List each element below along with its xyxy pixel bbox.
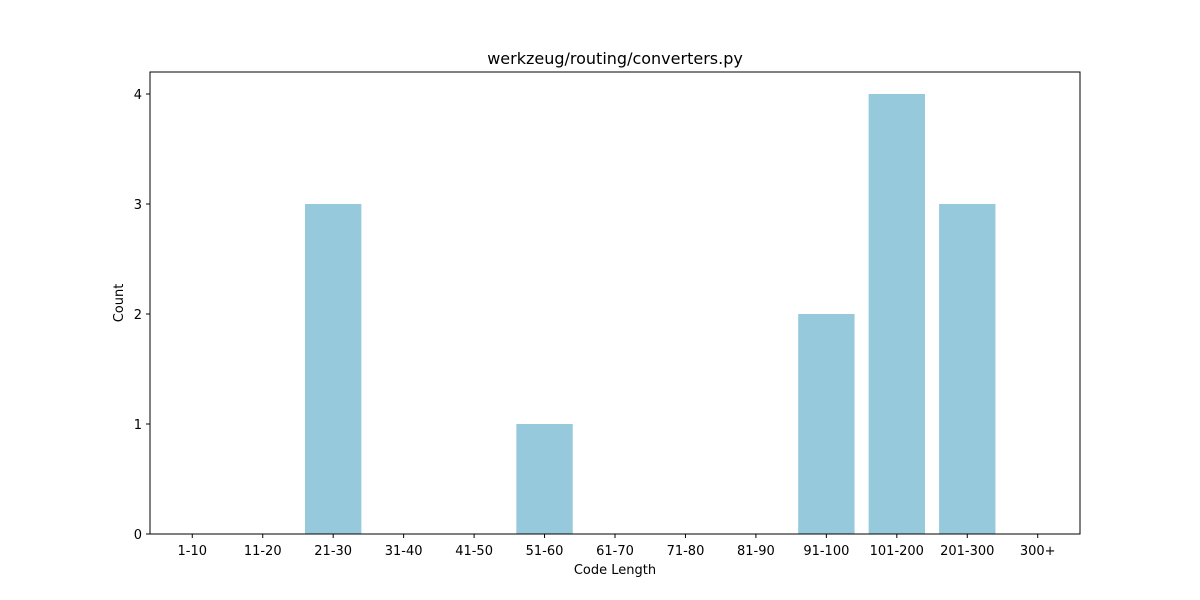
chart-title: werkzeug/routing/converters.py xyxy=(487,49,743,68)
x-axis-label: Code Length xyxy=(574,563,656,578)
y-axis-label: Count xyxy=(112,284,127,323)
y-tick-label: 1 xyxy=(134,418,142,433)
y-tick-label: 0 xyxy=(134,528,142,543)
x-tick-label: 201-300 xyxy=(940,544,994,559)
x-tick-label: 81-90 xyxy=(737,544,775,559)
x-tick-label: 71-80 xyxy=(667,544,705,559)
x-axis: 1-10 11-20 21-30 31-40 41-50 51-60 61-70 71-80 8… xyxy=(178,534,1056,559)
x-tick-label: 11-20 xyxy=(244,544,282,559)
x-tick-label: 91-100 xyxy=(803,544,849,559)
bar-51-60 xyxy=(516,424,573,534)
bars-group xyxy=(305,94,996,534)
x-tick-label: 31-40 xyxy=(385,544,423,559)
x-tick-label: 61-70 xyxy=(596,544,634,559)
x-tick-label: 21-30 xyxy=(314,544,352,559)
y-tick-label: 2 xyxy=(134,308,142,323)
bar-201-300 xyxy=(939,204,996,534)
x-tick-label: 101-200 xyxy=(870,544,924,559)
y-tick-label: 3 xyxy=(134,198,142,213)
x-tick-label: 51-60 xyxy=(526,544,564,559)
bar-21-30 xyxy=(305,204,362,534)
y-axis: 0 1 2 3 4 xyxy=(134,88,150,543)
bar-101-200 xyxy=(868,94,925,534)
bar-91-100 xyxy=(798,314,855,534)
x-tick-label: 1-10 xyxy=(178,544,208,559)
x-tick-label: 41-50 xyxy=(455,544,493,559)
y-tick-label: 4 xyxy=(134,88,142,103)
x-tick-label: 300+ xyxy=(1020,544,1056,559)
